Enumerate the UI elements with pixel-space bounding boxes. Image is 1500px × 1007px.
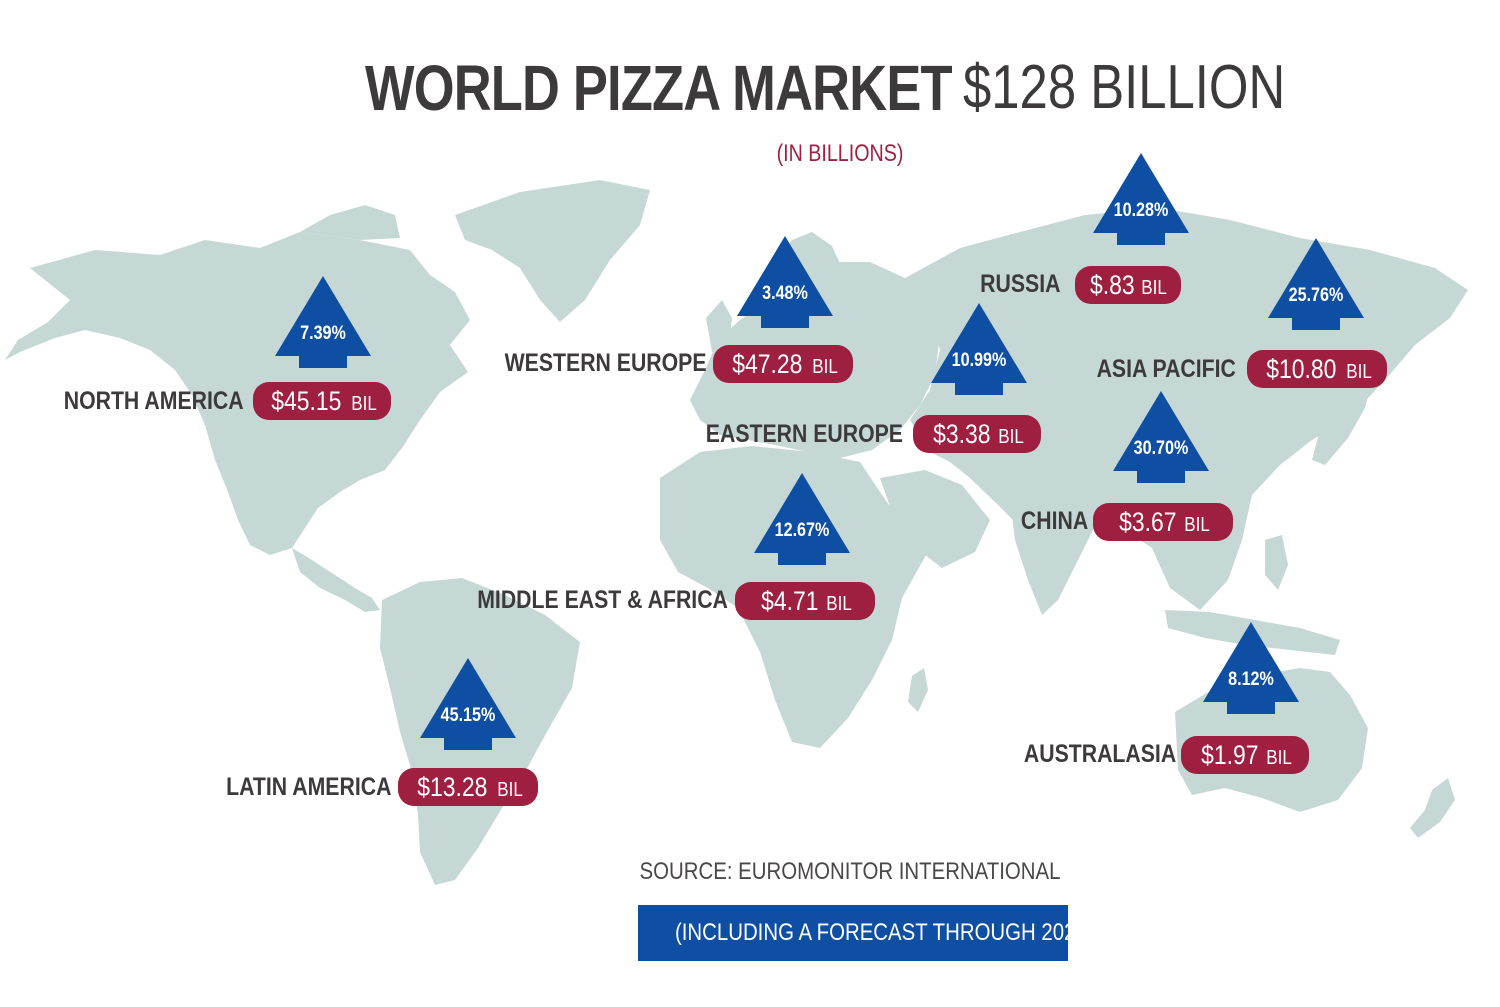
up-arrow-icon [275, 276, 371, 368]
title-main: WORLD PIZZA MARKET [365, 52, 953, 124]
title-total: $128 BILLION [963, 53, 1286, 122]
landmass-philippines [1265, 535, 1288, 590]
landmass-north-america [5, 232, 470, 555]
region-name: WESTERN EUROPE [505, 349, 707, 377]
growth-value: 7.39% [300, 323, 346, 344]
landmass-madagascar [908, 668, 928, 712]
market-value: $10.80 [1266, 354, 1337, 384]
region-name: NORTH AMERICA [64, 387, 244, 415]
unit-label: BIL [350, 393, 377, 415]
unit-label: BIL [1141, 277, 1168, 299]
landmass-india [1010, 495, 1098, 615]
market-value-pill: $3.67 BIL [1093, 503, 1233, 541]
growth-value: 3.48% [762, 283, 808, 304]
market-value-pill: $4.71 BIL [735, 582, 875, 620]
market-value-pill: $10.80 BIL [1247, 350, 1387, 388]
up-arrow-icon [1203, 622, 1299, 714]
market-value-pill: $3.38 BIL [913, 415, 1041, 453]
growth-value: 10.99% [951, 350, 1007, 371]
up-arrow-icon [1113, 391, 1209, 483]
growth-arrow-russia: 10.28% [1093, 153, 1189, 245]
landmass-central-america [292, 548, 380, 612]
growth-value: 10.28% [1113, 200, 1169, 221]
region-name: MIDDLE EAST & AFRICA [477, 586, 728, 614]
landmass-japan [1312, 380, 1372, 465]
landmass-uk [706, 300, 732, 352]
region-name: EASTERN EUROPE [705, 420, 903, 448]
up-arrow-icon [754, 473, 850, 565]
unit-label: BIL [1184, 514, 1210, 536]
growth-arrow-asia-pacific: 25.76% [1268, 238, 1364, 330]
page-title: WORLD PIZZA MARKET $128 BILLION [365, 48, 1285, 128]
market-value: $4.71 [761, 586, 819, 616]
unit-label: BIL [998, 426, 1024, 448]
region-name: CHINA [1020, 507, 1088, 535]
subtitle: (IN BILLIONS) [776, 140, 904, 167]
source-note: SOURCE: EUROMONITOR INTERNATIONAL [639, 858, 1061, 885]
growth-value: 45.15% [440, 705, 496, 726]
growth-arrow-china: 30.70% [1113, 391, 1209, 483]
up-arrow-icon [931, 303, 1027, 395]
unit-label: BIL [811, 356, 838, 378]
region-name: ASIA PACIFIC [1096, 355, 1236, 383]
market-value-pill: $1.97 BIL [1181, 736, 1309, 774]
up-arrow-icon [737, 236, 833, 328]
growth-arrow-latin-america: 45.15% [420, 658, 516, 750]
landmass-arabia [880, 470, 990, 568]
market-value: $45.15 [271, 386, 342, 416]
market-value: $13.28 [417, 772, 488, 802]
market-value-pill: $45.15 BIL [253, 382, 391, 420]
market-value: $.83 [1090, 270, 1136, 300]
market-value: $1.97 [1201, 740, 1259, 770]
unit-label: BIL [826, 593, 852, 615]
landmass-arctic-islands [300, 205, 400, 240]
growth-arrow-middle-east-africa: 12.67% [754, 473, 850, 565]
growth-arrow-eastern-europe: 10.99% [931, 303, 1027, 395]
up-arrow-icon [1268, 238, 1364, 330]
forecast-note: (INCLUDING A FORECAST THROUGH 2020) [674, 919, 1094, 946]
unit-label: BIL [496, 779, 523, 801]
unit-label: BIL [1345, 361, 1372, 383]
up-arrow-icon [420, 658, 516, 750]
region-name: AUSTRALASIA [1023, 740, 1176, 768]
market-value-pill: $47.28 BIL [713, 345, 853, 383]
region-name: LATIN AMERICA [225, 773, 391, 801]
unit-label: BIL [1266, 747, 1292, 769]
growth-arrow-western-europe: 3.48% [737, 236, 833, 328]
growth-value: 8.12% [1228, 669, 1274, 690]
landmass-new-zealand [1410, 778, 1455, 838]
growth-value: 30.70% [1133, 438, 1189, 459]
market-value-pill: $13.28 BIL [398, 768, 538, 806]
market-value: $3.67 [1119, 507, 1177, 537]
up-arrow-icon [1093, 153, 1189, 245]
forecast-banner: (INCLUDING A FORECAST THROUGH 2020) [638, 905, 1094, 961]
landmass-greenland [455, 180, 650, 322]
growth-arrow-north-america: 7.39% [275, 276, 371, 368]
market-value: $47.28 [732, 349, 803, 379]
market-value: $3.38 [933, 419, 991, 449]
growth-arrow-australasia: 8.12% [1203, 622, 1299, 714]
growth-value: 12.67% [774, 520, 830, 541]
growth-value: 25.76% [1288, 285, 1344, 306]
market-value-pill: $.83 BIL [1075, 266, 1181, 304]
region-name: RUSSIA [979, 270, 1060, 298]
